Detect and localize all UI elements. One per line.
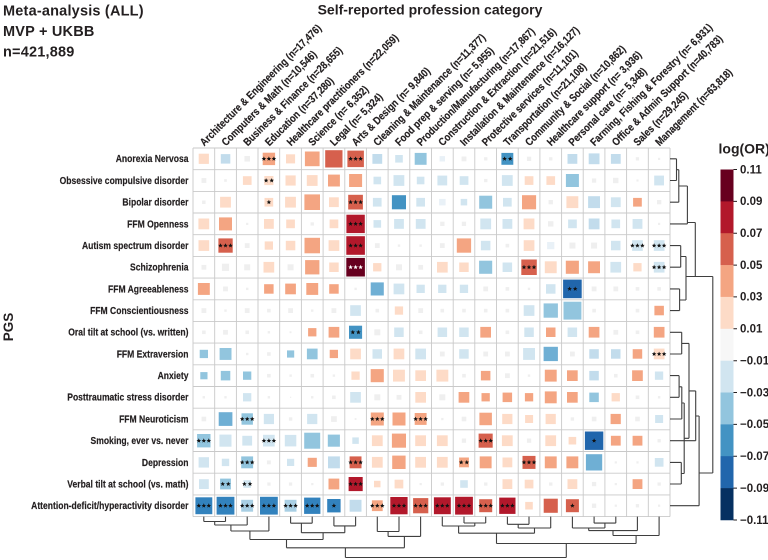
svg-text:log(OR): log(OR)	[719, 141, 768, 157]
svg-text:0.11: 0.11	[740, 164, 762, 176]
svg-text:Depression: Depression	[142, 456, 189, 468]
svg-text:Oral tilt at school (vs. writt: Oral tilt at school (vs. written)	[68, 326, 188, 338]
svg-text:Attention-deficit/hyperactivit: Attention-deficit/hyperactivity disorder	[31, 499, 189, 511]
svg-text:0.05: 0.05	[740, 260, 763, 272]
svg-text:Bipolar disorder: Bipolar disorder	[122, 196, 188, 208]
svg-text:Verbal tilt at school (vs. mat: Verbal tilt at school (vs. math)	[67, 478, 188, 490]
svg-text:0.07: 0.07	[740, 228, 762, 240]
svg-text:FFM Extraversion: FFM Extraversion	[117, 348, 189, 360]
svg-text:−0.11: −0.11	[740, 515, 768, 527]
svg-text:−0.07: −0.07	[740, 451, 768, 463]
svg-text:Anxiety: Anxiety	[158, 369, 190, 381]
svg-text:FFM Openness: FFM Openness	[127, 218, 188, 230]
svg-text:−0.09: −0.09	[740, 483, 768, 495]
svg-text:Obsessive compulsive disorder: Obsessive compulsive disorder	[60, 174, 189, 186]
svg-text:0.03: 0.03	[740, 292, 762, 304]
svg-text:Self-reported profession categ: Self-reported profession category	[318, 2, 543, 18]
svg-text:FFM Conscientiousness: FFM Conscientiousness	[90, 304, 188, 316]
svg-text:Anorexia Nervosa: Anorexia Nervosa	[116, 152, 189, 164]
svg-text:PGS: PGS	[1, 313, 16, 342]
svg-text:0.01: 0.01	[740, 324, 763, 336]
svg-text:Schizophrenia: Schizophrenia	[130, 261, 189, 273]
svg-text:−0.01: −0.01	[740, 356, 768, 368]
svg-text:0.09: 0.09	[740, 196, 762, 208]
svg-text:−0.03: −0.03	[740, 387, 768, 399]
svg-text:MVP + UKBB: MVP + UKBB	[3, 24, 95, 40]
svg-text:Meta-analysis (ALL): Meta-analysis (ALL)	[3, 4, 144, 20]
svg-text:FFM Agreeableness: FFM Agreeableness	[108, 283, 189, 295]
svg-text:Autism spectrum disorder: Autism spectrum disorder	[82, 239, 189, 251]
svg-text:FFM Neuroticism: FFM Neuroticism	[119, 413, 188, 425]
svg-text:n=421,889: n=421,889	[3, 45, 75, 61]
svg-text:Posttraumatic stress disorder: Posttraumatic stress disorder	[67, 391, 189, 403]
svg-text:−0.05: −0.05	[740, 419, 768, 431]
svg-text:Smoking, ever vs. never: Smoking, ever vs. never	[91, 434, 189, 446]
